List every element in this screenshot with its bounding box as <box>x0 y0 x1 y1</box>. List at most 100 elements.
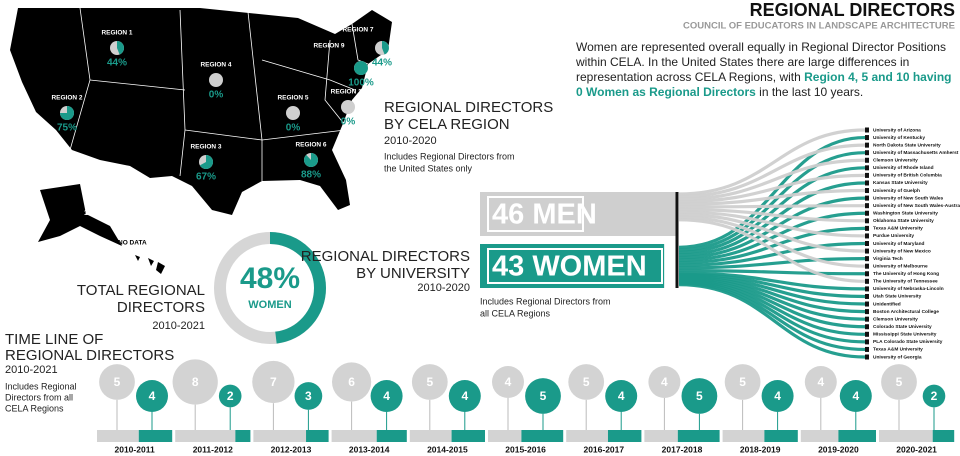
flow <box>678 204 866 209</box>
subtitle: COUNCIL OF EDUCATORS IN LANDSCAPE ARCHIT… <box>683 21 955 32</box>
flow <box>678 135 866 249</box>
flow <box>678 283 866 359</box>
region-value: 0% <box>341 117 356 128</box>
women-count: 4 <box>852 389 859 403</box>
flow <box>678 257 866 270</box>
institution-tick <box>865 165 869 171</box>
region-value: 44% <box>107 58 127 69</box>
institution-tick <box>865 278 869 284</box>
institution-tick <box>865 316 869 322</box>
institution-label: University of New Mexico <box>873 248 931 254</box>
men-bubble <box>648 366 681 398</box>
intro-highlight: Region 4, 5 and 10 having 0 Women as Reg… <box>576 70 952 99</box>
flow <box>678 173 866 204</box>
timeline-note: Includes Regional <box>5 381 77 391</box>
institution-label: Virginia Tech <box>873 256 903 262</box>
institution-label: University of New South Wales <box>873 195 944 201</box>
total-title: DIRECTORS <box>117 299 205 316</box>
institution-tick <box>865 301 869 307</box>
institution-label: University of Massachusetts Amherst <box>873 150 959 156</box>
men-segment <box>722 430 765 442</box>
men-count: 4 <box>505 375 512 389</box>
university-flows <box>678 128 866 359</box>
institution-tick <box>865 354 869 360</box>
university-title: BY UNIVERSITY <box>356 265 470 282</box>
institution-label: Oklahoma State University <box>873 218 934 224</box>
period-label: 2015-2016 <box>505 444 546 454</box>
hawaii <box>135 255 165 274</box>
region-value: 100% <box>348 78 374 89</box>
region-value: 0% <box>209 90 224 101</box>
flow <box>678 218 866 283</box>
men-bubble <box>99 364 135 400</box>
men-bubble <box>411 364 448 400</box>
flow <box>678 196 866 260</box>
women-segment <box>138 430 173 442</box>
map-years: 2010-2020 <box>384 135 437 147</box>
institution-label: University of Guelph <box>873 188 920 194</box>
institution-label: The University of Tennessee <box>873 279 938 285</box>
men-count: 5 <box>739 375 746 389</box>
women-bubble <box>525 378 561 414</box>
flow <box>678 188 866 206</box>
flow <box>678 210 866 238</box>
institution-tick <box>865 203 869 209</box>
institution-tick <box>865 309 869 315</box>
men-bubble <box>881 364 917 400</box>
intro-text: Women are represented overall equally in… <box>576 40 958 100</box>
period-label: 2020-2021 <box>896 444 937 454</box>
women-count: 4 <box>149 389 156 403</box>
men-segment <box>97 430 139 442</box>
flow <box>678 128 866 196</box>
map-title: REGIONAL DIRECTORS <box>384 99 553 116</box>
men-segment <box>409 430 452 442</box>
flow <box>678 143 866 199</box>
women-bubble <box>136 380 168 412</box>
region-value: 0% <box>286 123 301 134</box>
men-count: 5 <box>114 375 121 389</box>
region-pie-base <box>286 106 300 120</box>
period-label: 2018-2019 <box>740 444 781 454</box>
women-bubble <box>922 384 946 408</box>
institution-label: Clemson University <box>873 316 918 322</box>
institution-tick <box>865 180 869 186</box>
intro-text: in the last 10 years. <box>755 85 864 99</box>
region-pie-women <box>117 41 125 55</box>
timeline-years: 2010-2021 <box>5 364 58 376</box>
women-bubble <box>218 384 242 408</box>
women-bubble <box>839 380 872 412</box>
men-count: 4 <box>817 375 824 389</box>
period-label: 2013-2014 <box>349 444 390 454</box>
institution-tick <box>865 195 869 201</box>
region-pie-women <box>382 41 390 55</box>
men-segment <box>175 430 236 442</box>
institution-tick <box>865 218 869 224</box>
university-years: 2010-2020 <box>417 282 470 294</box>
region-value: 75% <box>57 123 77 134</box>
region-pie-base <box>209 73 223 87</box>
men-bubble <box>492 366 524 398</box>
institution-tick <box>865 188 869 194</box>
women-bar <box>480 244 665 288</box>
women-segment <box>521 430 564 442</box>
flow <box>678 166 866 255</box>
region-label: REGION 10 <box>331 89 366 96</box>
period-label: 2012-2013 <box>271 444 312 454</box>
region-value: 44% <box>372 58 392 69</box>
period-label: 2011-2012 <box>193 444 233 454</box>
map-title: BY CELA REGION <box>384 116 510 133</box>
institution-tick <box>865 346 869 352</box>
total-years: 2010-2021 <box>152 320 205 332</box>
women-segment <box>451 430 485 442</box>
alaska <box>38 184 122 246</box>
men-segment <box>800 430 839 442</box>
men-segment <box>644 430 678 442</box>
flow <box>678 158 866 201</box>
institution-tick <box>865 248 869 254</box>
institution-tick <box>865 263 869 269</box>
women-segment <box>376 430 407 442</box>
men-bubble <box>804 366 837 398</box>
flow <box>678 181 866 257</box>
region-label: REGION 9 <box>313 43 344 50</box>
institution-label: University of Rhode Island <box>873 165 934 171</box>
